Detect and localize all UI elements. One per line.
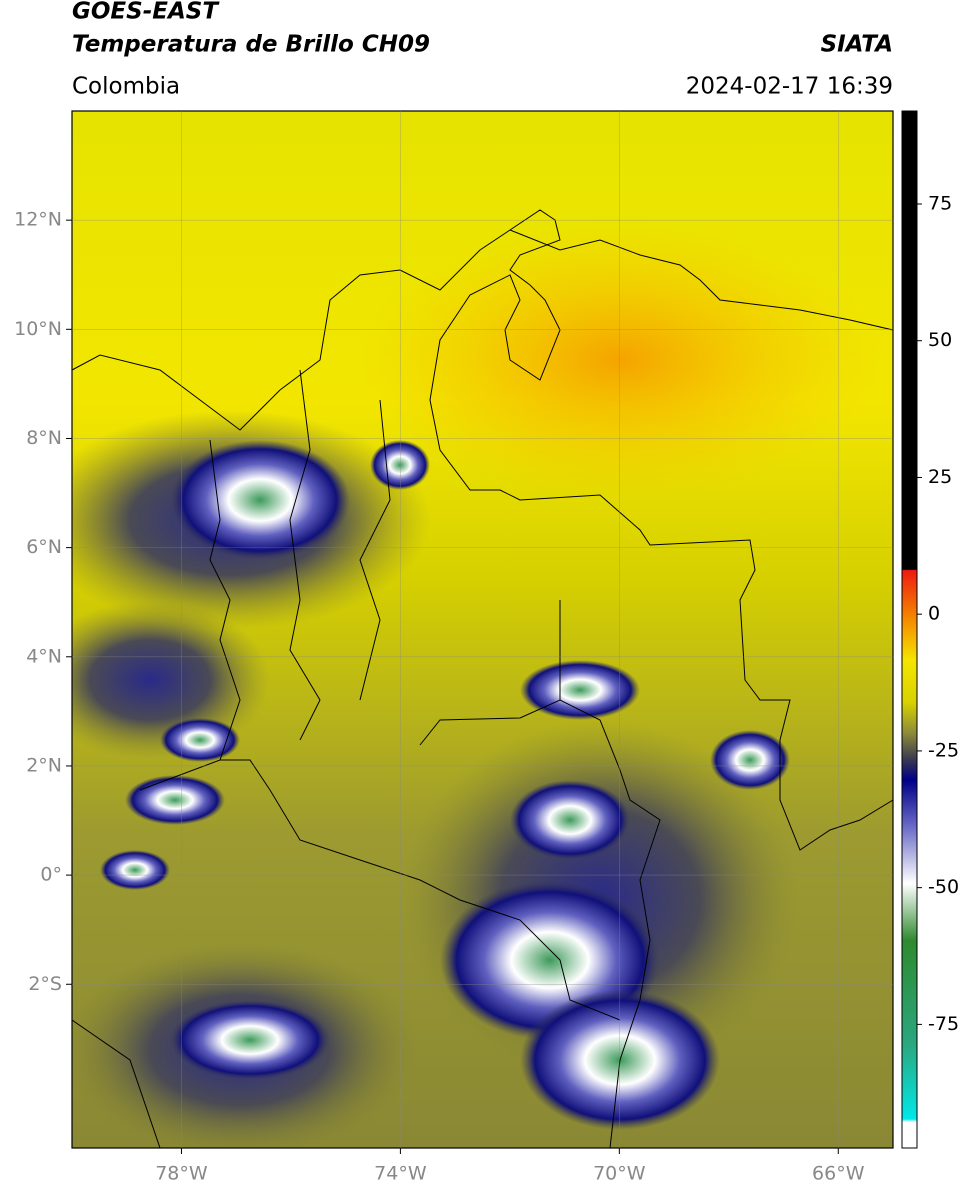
y-tick-label: 0°: [40, 864, 62, 886]
region: Colombia: [72, 74, 180, 100]
datetime: 2024-02-17 16:39: [686, 74, 893, 100]
colorbar-tick-label: 75: [928, 192, 952, 214]
y-tick-label: 12°N: [14, 209, 62, 231]
x-tick-label: 74°W: [374, 1163, 427, 1185]
colorbar-tick-label: 50: [928, 329, 952, 351]
y-tick-label: 10°N: [14, 318, 62, 340]
y-tick-label: 4°N: [26, 645, 62, 667]
satellite: GOES-EAST: [72, 0, 220, 25]
product: Temperatura de Brillo CH09: [72, 32, 430, 58]
y-tick-label: 2°S: [28, 973, 62, 995]
colorbar-tick-label: 0: [928, 603, 940, 625]
map-frame: [71, 110, 894, 1149]
colorbar-tick-label: 25: [928, 466, 952, 488]
agency: SIATA: [821, 32, 893, 58]
y-tick-label: 6°N: [26, 536, 62, 558]
x-tick-label: 66°W: [812, 1163, 865, 1185]
x-tick-label: 78°W: [155, 1163, 208, 1185]
colorbar-tick-label: -25: [928, 739, 959, 761]
y-tick-label: 2°N: [26, 754, 62, 776]
x-tick-label: 70°W: [593, 1163, 646, 1185]
colorbar-tick-label: -75: [928, 1013, 959, 1035]
y-tick-label: 8°N: [26, 427, 62, 449]
imagery: [72, 111, 893, 1148]
colorbar: [901, 110, 918, 1149]
colorbar-tick-label: -50: [928, 876, 959, 898]
